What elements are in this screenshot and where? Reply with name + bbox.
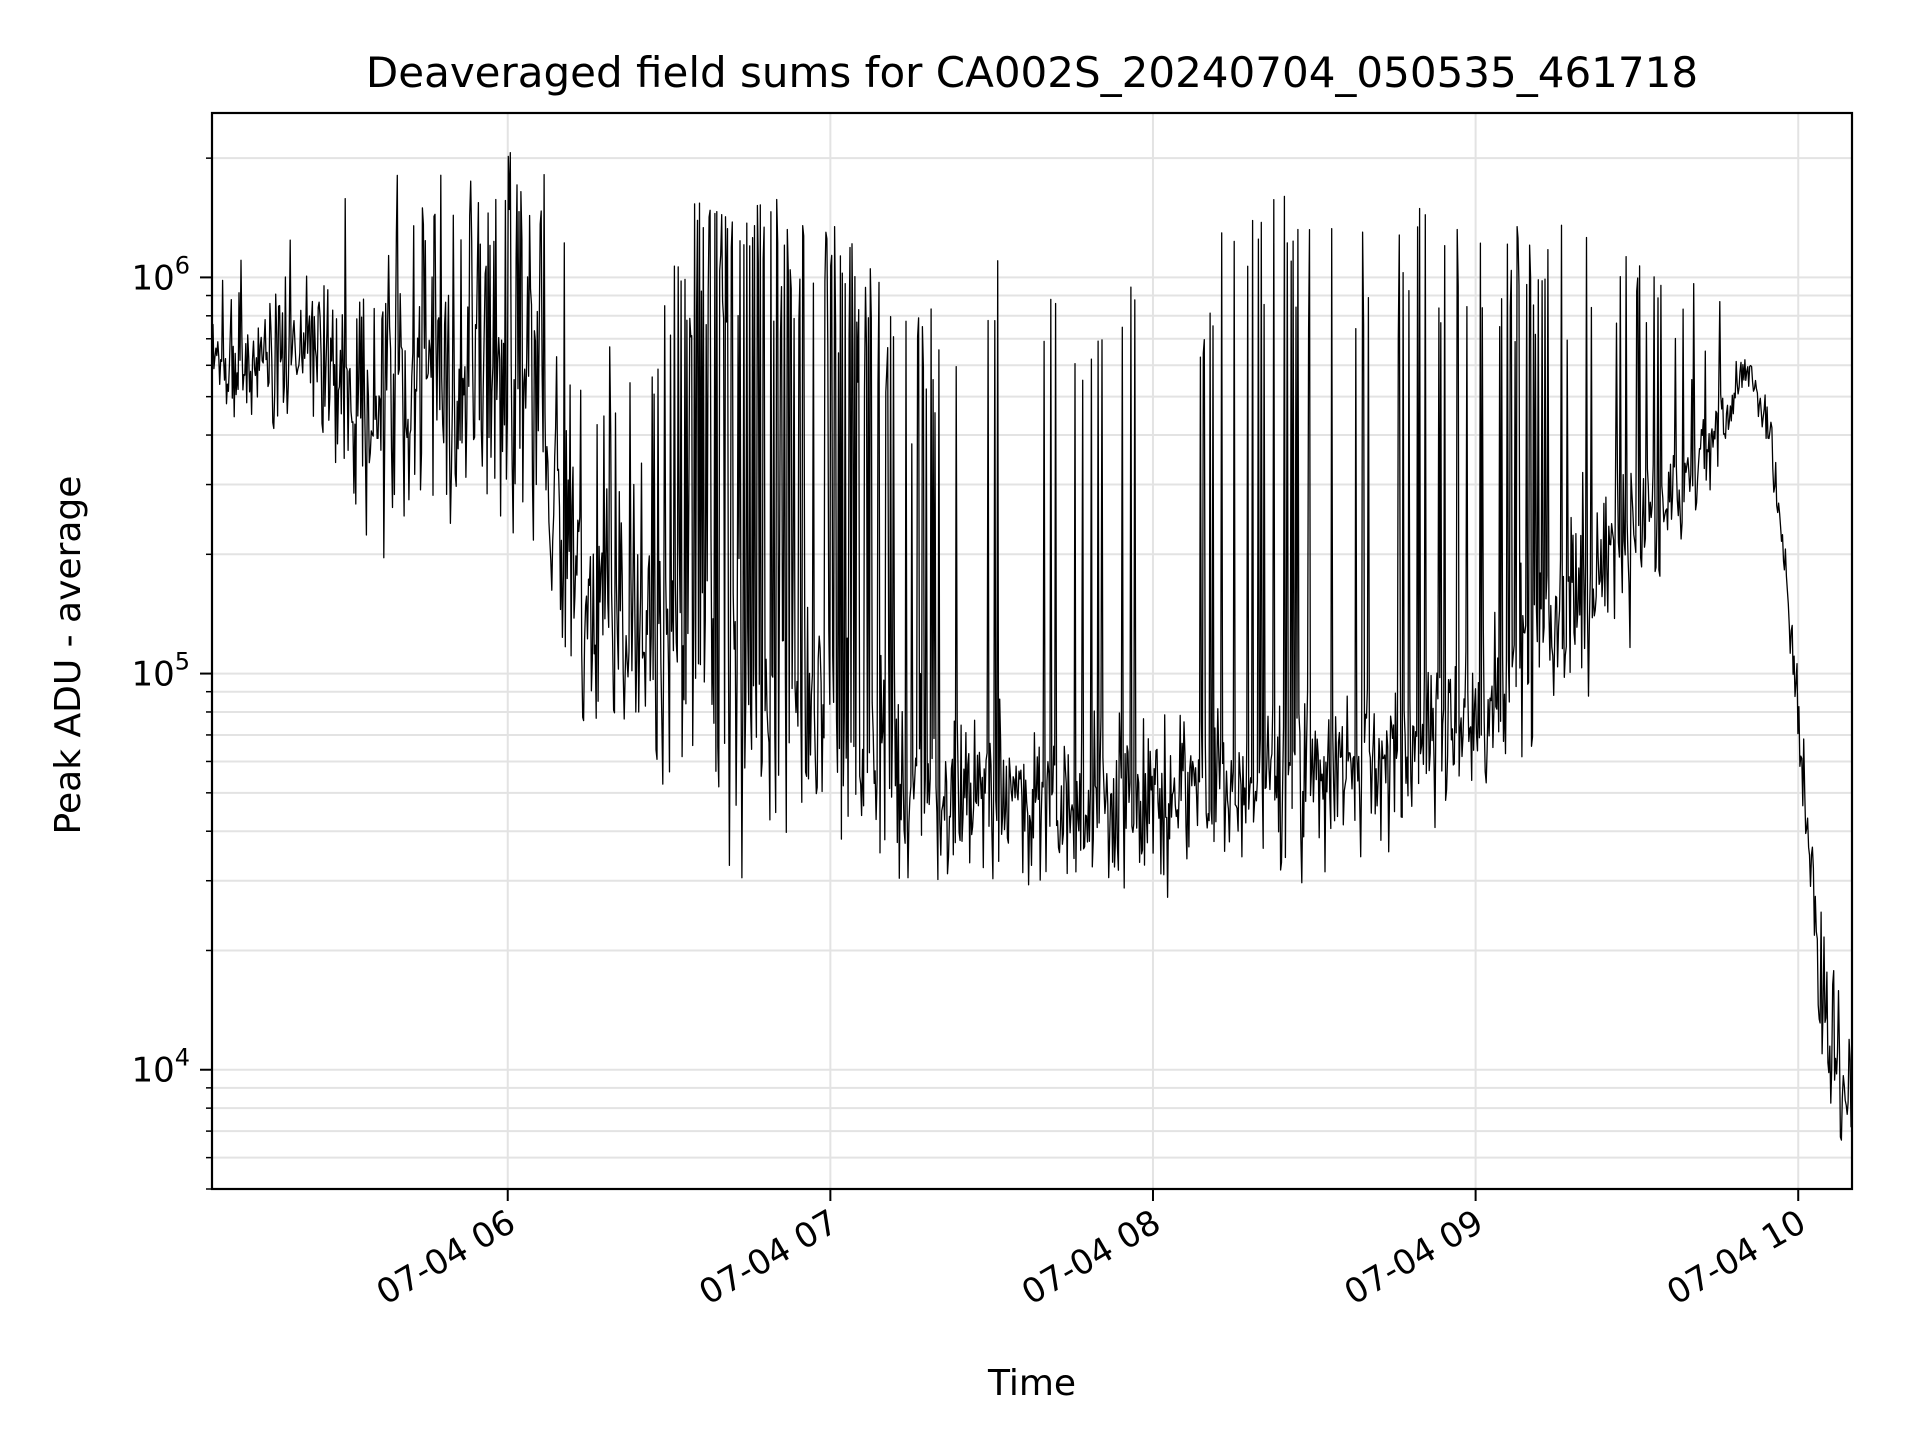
y-tick-label: 106: [131, 251, 190, 298]
plot-frame: [210, 111, 1854, 1191]
x-axis-label: Time: [987, 1363, 1076, 1404]
y-axis-label: Peak ADU - average: [48, 476, 89, 835]
x-tick-label: 07-04 09: [1338, 1202, 1490, 1313]
y-tick-label: 104: [131, 1044, 190, 1091]
series-layer: [211, 152, 1853, 1141]
x-tick-label: 07-04 08: [1015, 1202, 1167, 1313]
x-axis: 07-04 06 07-04 07 07-04 08 07-04 09 07-04 10: [370, 1189, 1813, 1313]
chart-title: Deaveraged field sums for CA002S_2024070…: [366, 48, 1698, 97]
y-axis: 104 105 106: [131, 157, 212, 1190]
grid: [212, 113, 1852, 1190]
series-line: [211, 152, 1853, 1141]
x-tick-label: 07-04 07: [692, 1202, 844, 1313]
y-tick-label: 105: [131, 648, 190, 695]
x-tick-label: 07-04 06: [370, 1202, 522, 1313]
x-tick-label: 07-04 10: [1660, 1202, 1812, 1313]
